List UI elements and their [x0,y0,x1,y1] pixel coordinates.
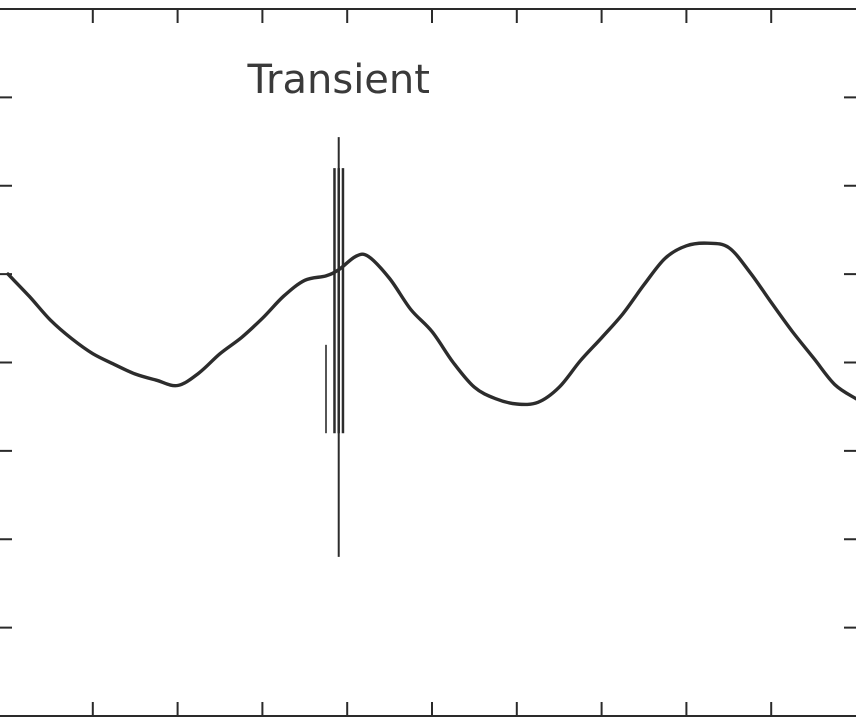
signal-line [6,241,856,407]
transient-annotation-label: Transient [246,57,429,103]
x-axis-ticks [91,9,773,716]
y-axis-ticks [0,96,856,629]
transient-spike [325,137,345,557]
